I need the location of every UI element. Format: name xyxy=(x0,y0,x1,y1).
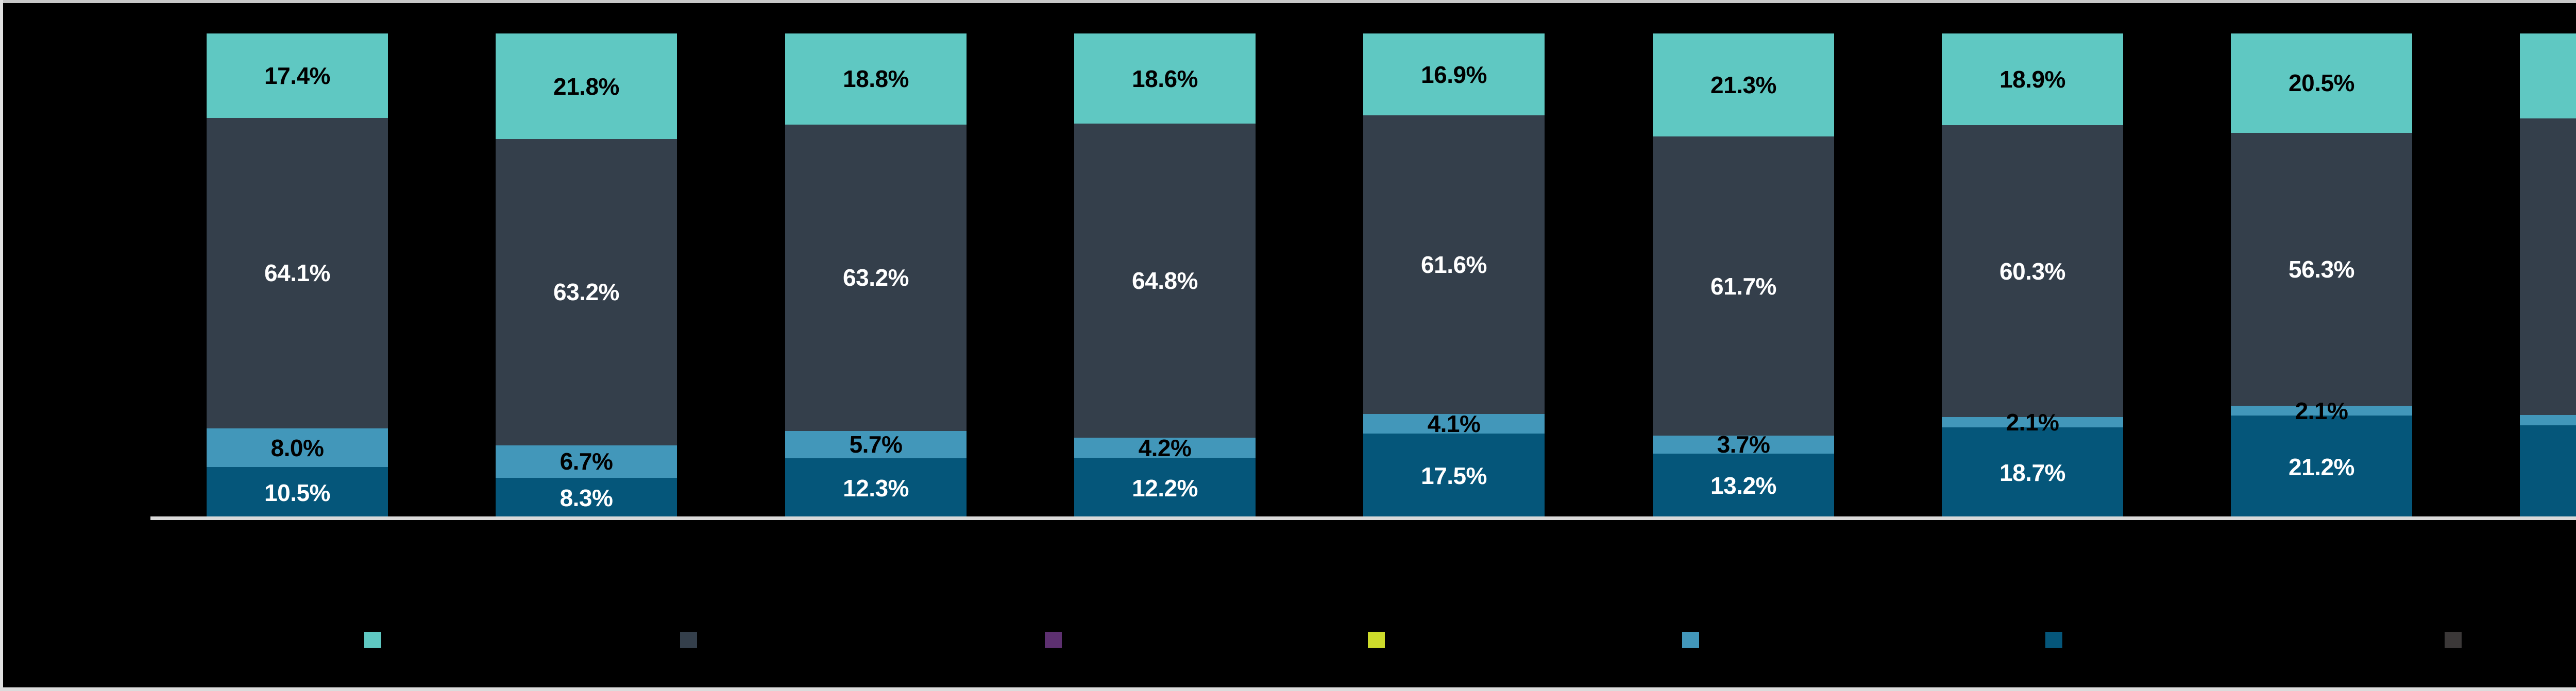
bar-segment-series4: 21.2% xyxy=(2231,416,2412,518)
bar-segment-series3: 8.0% xyxy=(207,428,388,468)
legend-swatch-5 xyxy=(1682,632,1699,648)
bar-segment-series4: 13.2% xyxy=(1653,453,1834,518)
segment-value-label: 2.1% xyxy=(2295,397,2348,424)
bar-8: 20.5% 56.3% 2.1% 21.2% xyxy=(2231,33,2412,518)
segment-value-label: 21.8% xyxy=(553,73,619,100)
bar-segment-series3: 2.2% xyxy=(2520,414,2576,426)
bar-9: 17.5%61.2%2.2%19.0% xyxy=(2520,33,2576,518)
bar-6: 21.3% 61.7% 3.7% 13.2% xyxy=(1653,33,1834,518)
legend-swatch-1 xyxy=(364,632,381,648)
segment-value-label: 18.6% xyxy=(1132,65,1198,92)
bar-segment-series3: 2.1% xyxy=(1942,410,2123,434)
bar-segment-series1: 17.4% xyxy=(207,33,388,118)
bar-segment-series3: 6.7% xyxy=(496,445,677,478)
legend-swatch-6 xyxy=(2045,632,2062,648)
bar-segment-series1: 20.5% xyxy=(2231,33,2412,133)
bar-segment-series2: 61.6% xyxy=(1363,115,1545,414)
legend-swatch-2 xyxy=(680,632,697,648)
bar-segment-series1: 18.8% xyxy=(785,33,967,125)
segment-value-label: 8.0% xyxy=(270,434,324,461)
bar-segment-series2: 63.2% xyxy=(496,139,677,445)
segment-value-label: 20.5% xyxy=(2289,70,2354,97)
segment-value-label: 63.2% xyxy=(843,264,909,291)
bar-segment-series2: 64.8% xyxy=(1074,124,1256,438)
segment-value-label: 60.3% xyxy=(1999,257,2065,285)
bar-segment-series1: 17.5% xyxy=(2520,33,2576,118)
segment-value-label: 16.9% xyxy=(1421,61,1487,88)
bar-segment-series4: 18.7% xyxy=(1942,427,2123,518)
segment-value-label: 8.3% xyxy=(560,484,613,511)
segment-value-label: 3.7% xyxy=(1717,431,1770,458)
bar-segment-series2: 56.3% xyxy=(2231,132,2412,406)
bar-segment-series3: 4.1% xyxy=(1363,410,1545,437)
segment-value-label: 61.7% xyxy=(1710,272,1776,300)
bar-segment-series1: 16.9% xyxy=(1363,33,1545,116)
x-axis-line xyxy=(150,516,2576,520)
slide-border-left xyxy=(0,0,3,691)
bar-1: 17.4% 64.1% 8.0% 10.5% xyxy=(207,33,388,518)
segment-value-label: 13.2% xyxy=(1710,472,1776,499)
segment-value-label: 17.5% xyxy=(1421,462,1487,490)
bar-segment-series4: 12.2% xyxy=(1074,458,1256,518)
bar-7: 18.9% 60.3% 2.1% 18.7% xyxy=(1942,33,2123,518)
segment-value-label: 12.2% xyxy=(1132,474,1198,502)
segment-value-label: 4.1% xyxy=(1427,410,1481,437)
segment-value-label: 21.3% xyxy=(1710,72,1776,99)
bar-segment-series2: 60.3% xyxy=(1942,125,2123,418)
bar-segment-series2: 61.2% xyxy=(2520,118,2576,415)
bar-segment-series1: 18.6% xyxy=(1074,33,1256,124)
segment-value-label: 2.1% xyxy=(2006,409,2059,436)
bar-segment-series4: 8.3% xyxy=(496,477,677,518)
segment-value-label: 6.7% xyxy=(560,448,613,475)
slide-border-top xyxy=(0,0,2576,3)
bar-segment-series1: 21.3% xyxy=(1653,33,1834,137)
bar-segment-series2: 64.1% xyxy=(207,117,388,428)
bar-2: 21.8% 63.2% 6.7% 8.3% xyxy=(496,33,677,518)
bar-segment-series4: 12.3% xyxy=(785,458,967,518)
segment-value-label: 18.8% xyxy=(843,65,909,93)
bar-segment-series3: 3.7% xyxy=(1653,431,1834,458)
segment-value-label: 21.2% xyxy=(2289,453,2354,480)
segment-value-label: 4.2% xyxy=(1138,434,1192,461)
segment-value-label: 56.3% xyxy=(2289,255,2354,283)
bar-segment-series2: 63.2% xyxy=(785,124,967,431)
bar-4: 18.6% 64.8% 4.2% 12.2% xyxy=(1074,33,1256,518)
segment-value-label: 10.5% xyxy=(264,479,330,506)
segment-value-label: 64.8% xyxy=(1132,267,1198,294)
segment-value-label: 18.7% xyxy=(1999,459,2065,486)
bar-segment-series3: 4.2% xyxy=(1074,434,1256,461)
segment-value-label: 17.4% xyxy=(264,62,330,89)
slide-border-bottom xyxy=(0,687,2576,691)
segment-value-label: 12.3% xyxy=(843,475,909,502)
segment-value-label: 64.1% xyxy=(264,260,330,287)
bar-segment-series3: 2.1% xyxy=(2231,399,2412,423)
bar-segment-series4: 10.5% xyxy=(207,467,388,518)
segment-value-label: 5.7% xyxy=(849,431,903,458)
bar-segment-series4: 17.5% xyxy=(1363,434,1545,518)
bar-segment-series1: 18.9% xyxy=(1942,33,2123,125)
bar-segment-series1: 21.8% xyxy=(496,33,677,140)
segment-value-label: 18.9% xyxy=(1999,65,2065,93)
segment-value-label: 63.2% xyxy=(553,279,619,306)
legend-swatch-7 xyxy=(2445,632,2462,648)
bar-3: 18.8% 63.2% 5.7% 12.3% xyxy=(785,33,967,518)
legend-swatch-3 xyxy=(1045,632,1062,648)
bar-5: 16.9% 61.6% 4.1% 17.5% xyxy=(1363,33,1545,518)
bar-segment-series4: 19.0% xyxy=(2520,425,2576,518)
segment-value-label: 61.6% xyxy=(1421,251,1487,278)
legend-swatch-4 xyxy=(1368,632,1385,648)
bar-segment-series3: 5.7% xyxy=(785,430,967,459)
bar-segment-series2: 61.7% xyxy=(1653,136,1834,436)
